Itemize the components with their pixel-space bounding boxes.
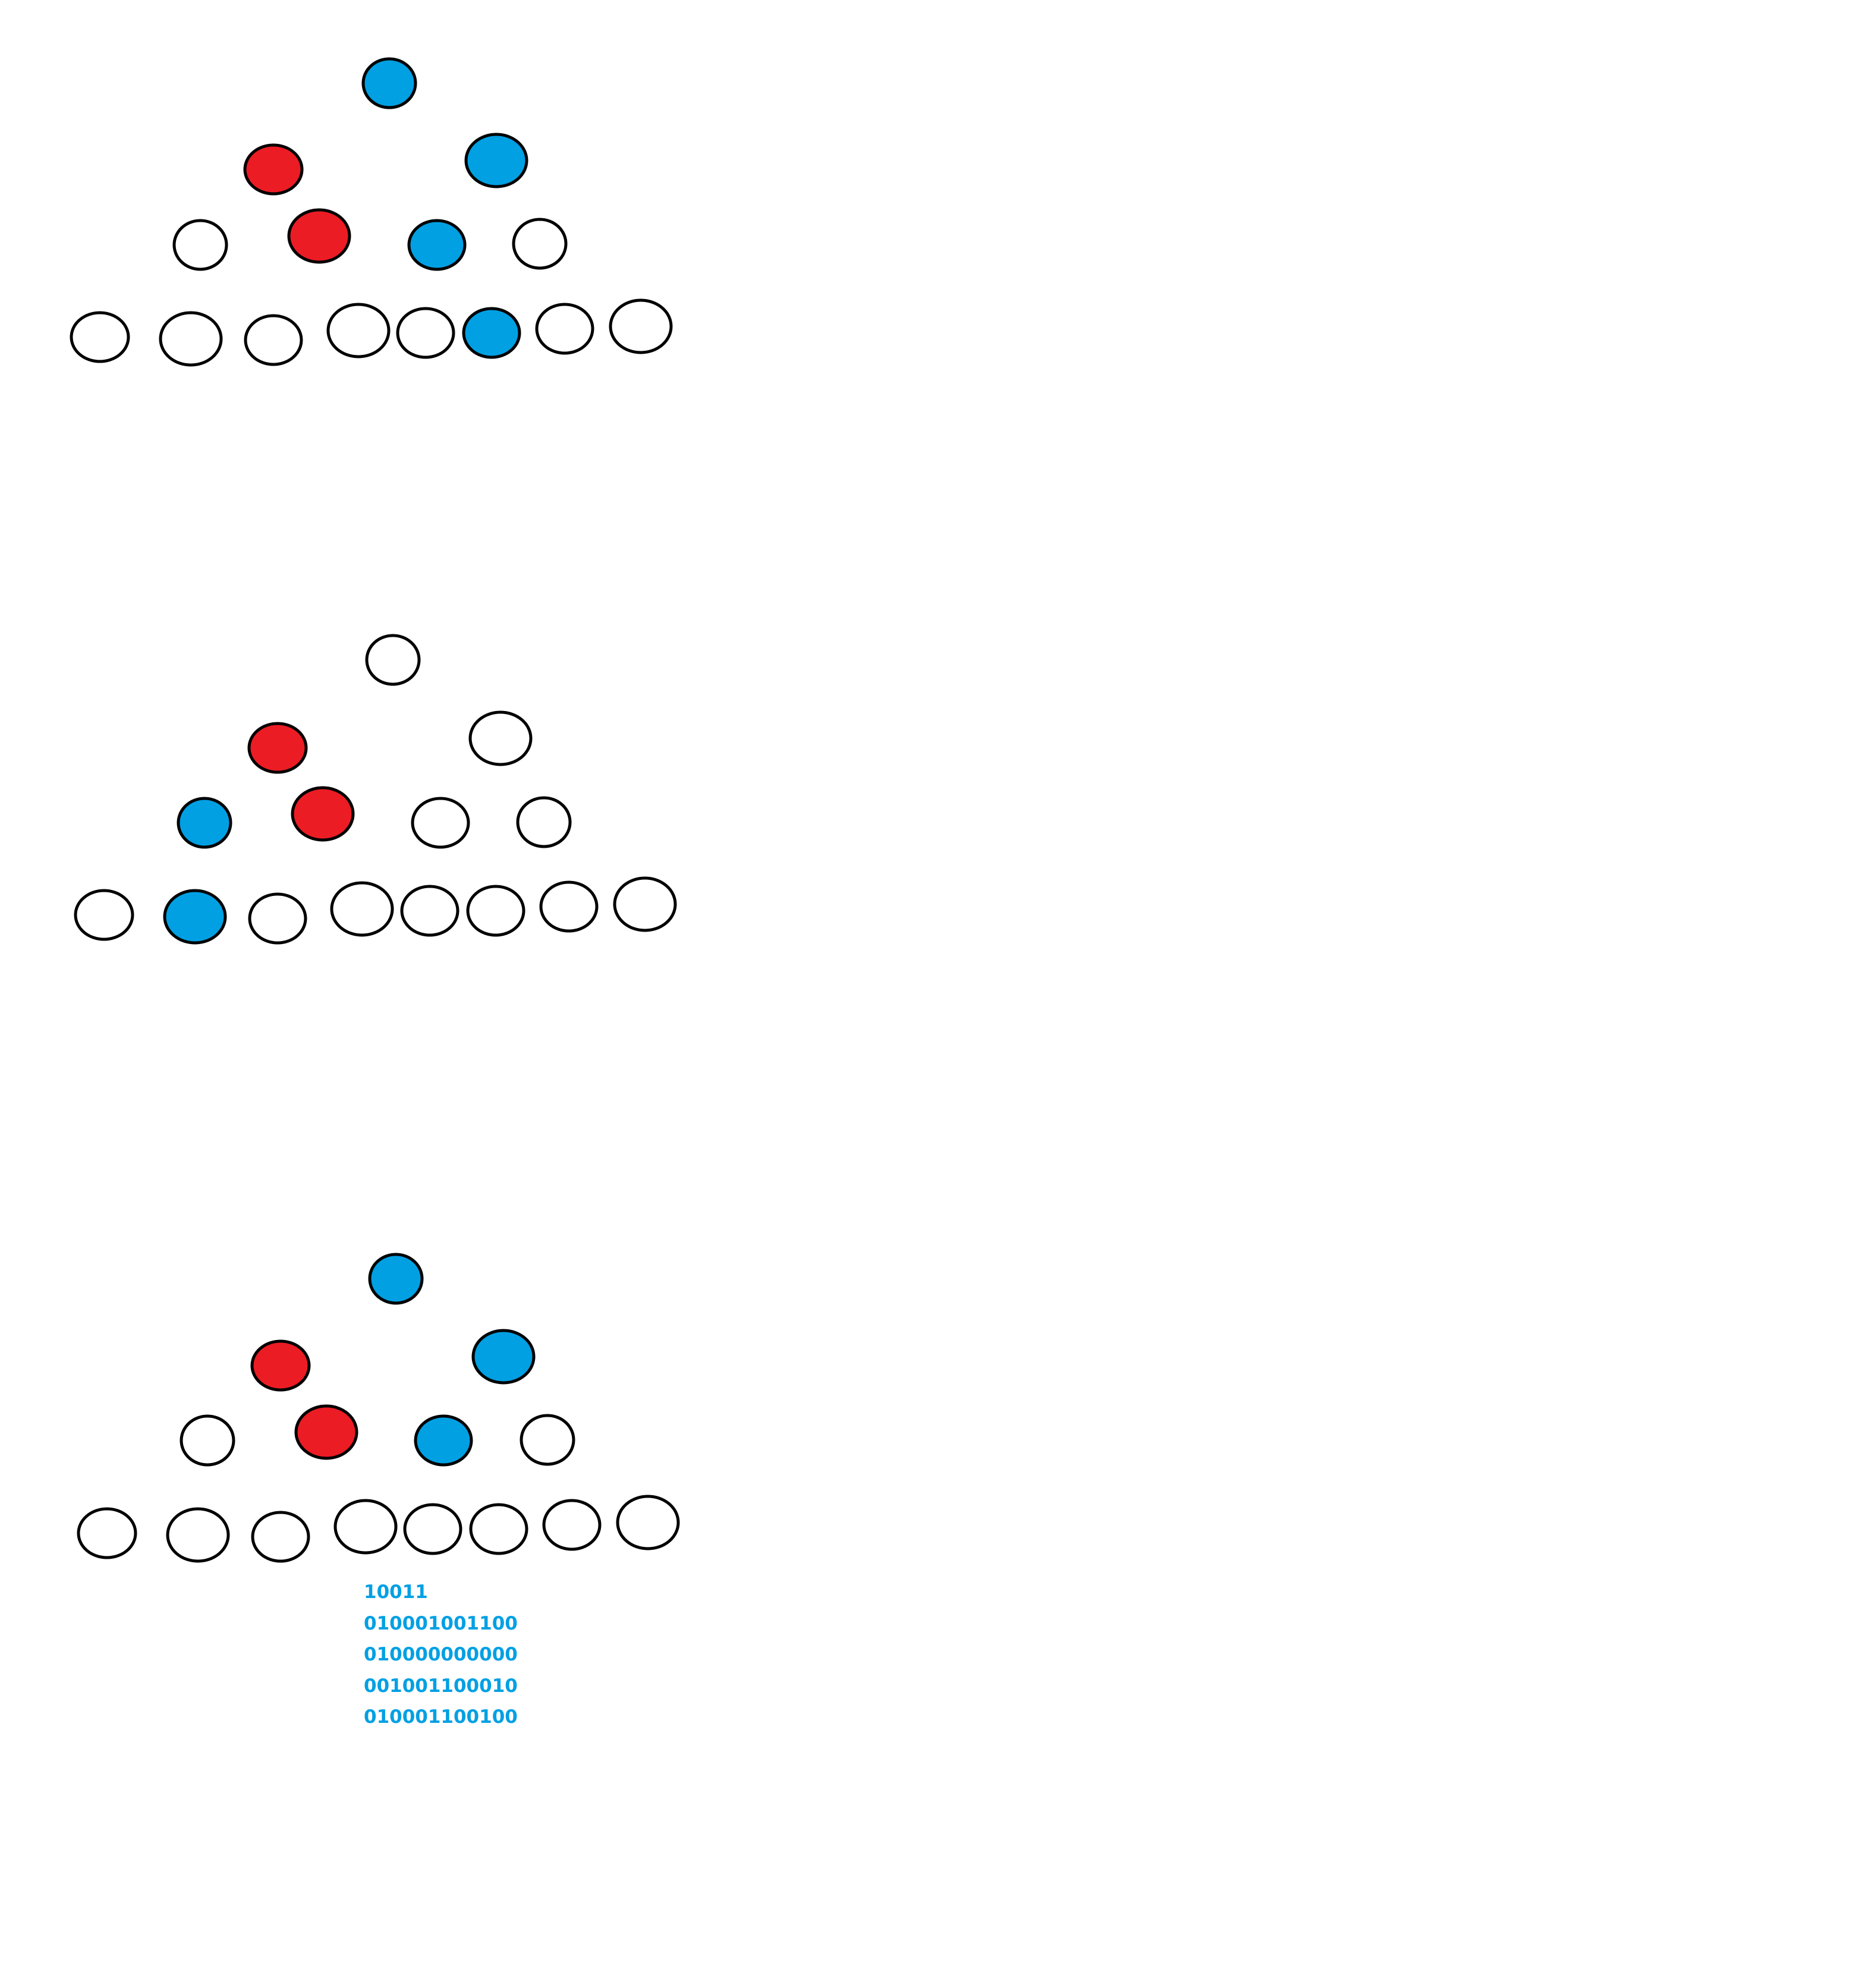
tree-3-level-4-node-7-empty [542,1499,602,1551]
tree-2-level-4-node-6-empty [466,885,525,937]
binary-line-4: 001001100010 [364,1675,518,1697]
binary-line-2: 010001001100 [364,1612,518,1634]
tree-3-level-2-node-1-red [250,1339,311,1392]
tree-3-level-3-node-1-empty [180,1414,235,1467]
tree-2-level-4-node-8-empty [613,876,677,932]
tree-1-level-3-node-4-empty [512,218,568,270]
tree-3 [77,1253,680,1563]
tree-3-level-4-node-1-empty [77,1507,137,1559]
binary-line-1: 10011 [364,1581,428,1603]
tree-3-level-4-node-2-empty [166,1507,230,1563]
tree-3-level-1-node-1-blue [368,1253,424,1305]
tree-3-level-3-node-2-red [294,1404,358,1460]
tree-2-level-3-node-4-empty [516,796,572,848]
tree-3-level-4-node-6-empty [469,1503,528,1555]
tree-2-level-4-node-7-empty [539,880,599,933]
tree-3-level-2-node-2-blue [471,1329,536,1385]
tree-2-level-3-node-1-blue [177,797,232,849]
tree-1-level-2-node-1-red [243,143,304,196]
tree-1-level-4-node-1-empty [70,311,130,363]
tree-1-level-4-node-6-blue [462,307,521,359]
tree-2-level-3-node-3-empty [411,797,470,849]
tree-1-level-4-node-7-empty [535,303,594,355]
binary-code-list: 10011 010001001100 010000000000 00100110… [364,1577,518,1733]
tree-1-level-4-node-2-empty [159,311,223,367]
tree-1-level-2-node-2-blue [464,133,528,188]
tree-3-level-3-node-4-empty [520,1414,575,1466]
tree-1-level-4-node-5-empty [396,307,455,359]
tree-1-level-1-node-1-blue [361,57,417,109]
tree-2-level-3-node-2-red [291,786,355,842]
tree-1-level-4-node-3-empty [244,314,303,366]
tree-2-level-2-node-1-red [247,722,308,774]
tree-1 [70,57,673,367]
tree-3-level-4-node-5-empty [403,1503,462,1555]
tree-2-level-4-node-5-empty [400,885,459,937]
binary-line-5: 010001100100 [364,1706,518,1728]
tree-1-level-3-node-1-empty [172,219,228,271]
tree-3-level-4-node-8-empty [616,1495,680,1550]
tree-2-level-4-node-4-empty [330,881,394,937]
binary-line-3: 010000000000 [364,1644,518,1665]
tree-1-level-3-node-2-red [287,208,351,264]
tree-2-level-2-node-2-empty [468,710,533,766]
tree-2-level-4-node-3-empty [248,892,307,945]
tree-3-level-4-node-4-empty [333,1499,398,1555]
tree-2-level-1-node-1-empty [365,634,421,686]
tree-1-level-3-node-3-blue [407,219,467,271]
tree-3-level-4-node-3-empty [251,1511,310,1563]
tree-2 [74,634,677,945]
tree-2-level-4-node-2-blue [163,889,227,945]
tree-2-level-4-node-1-empty [74,889,134,941]
tree-3-level-3-node-3-blue [414,1414,473,1467]
tree-1-level-4-node-4-empty [326,303,391,358]
tree-1-level-4-node-8-empty [609,298,673,354]
